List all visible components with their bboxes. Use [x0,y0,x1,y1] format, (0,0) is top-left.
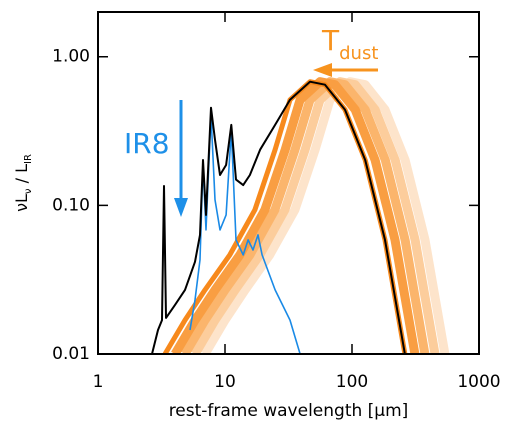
ir8-arrowhead [174,198,188,217]
sed-curve [181,77,430,354]
sed-curve [151,80,406,354]
annotation: IR8 [124,127,170,160]
y-axis-label: νLν / LIR [12,154,34,212]
annotation-part: IR8 [124,127,170,160]
plot-frame [97,11,480,355]
y-axis-label-part: IR [23,154,34,164]
tdust-arrowhead [313,63,332,77]
x-tick-label: 10 [214,372,236,392]
x-axis-label: rest-frame wavelength [μm] [169,401,409,421]
x-tick-label: 100 [336,372,368,392]
x-tick-label: 1000 [457,372,500,392]
annotation-part: dust [339,43,378,64]
sed-curve [201,77,450,354]
y-tick-label: 0.01 [52,344,90,364]
sed-curve [191,77,440,354]
y-tick-label: 1.00 [52,47,90,67]
annotation: Tdust [321,24,378,64]
y-axis-label-part: ν [23,188,34,194]
y-tick-label: 0.10 [52,195,90,215]
annotation-part: T [321,24,340,57]
y-axis-label-part: / L [12,164,31,189]
y-axis-label-part: νL [12,194,31,212]
x-tick-label: 1 [93,372,104,392]
sed-curve [171,77,420,354]
plot-area [151,77,450,354]
